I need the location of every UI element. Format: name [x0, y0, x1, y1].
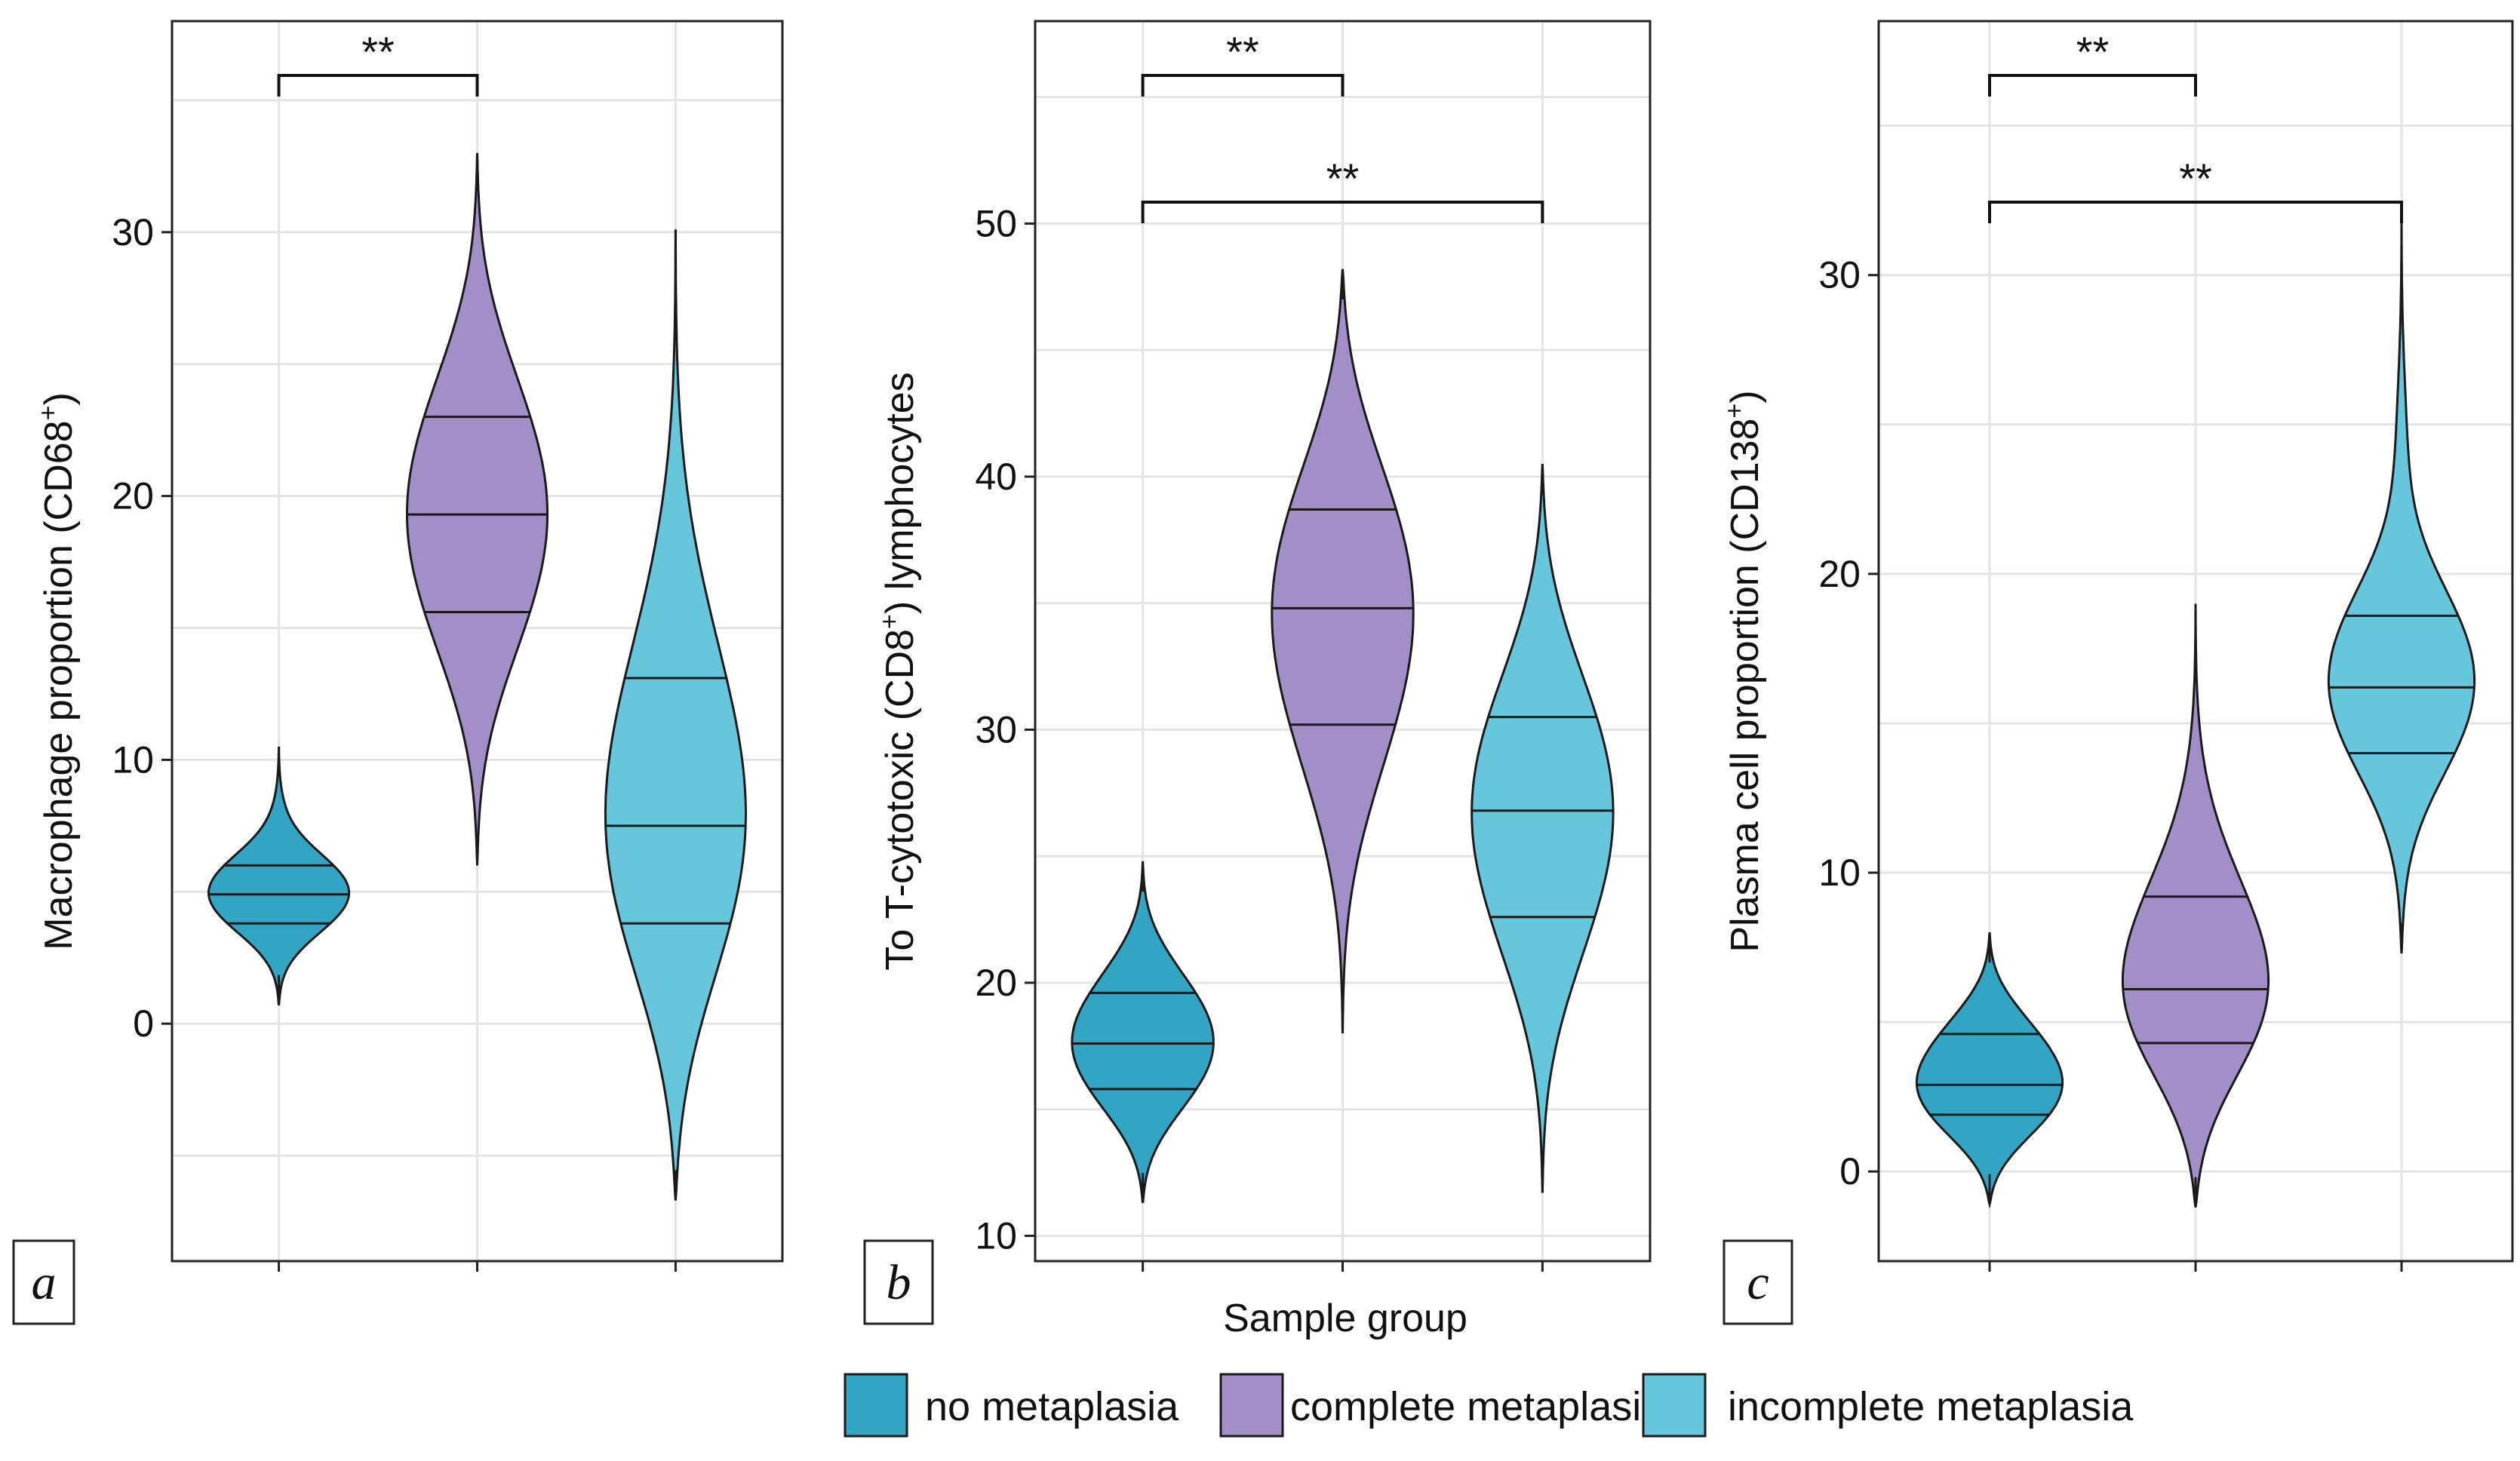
panel-c: 0 10 20 30 Plasma cell proportion (CD138+) **… [1720, 20, 2514, 1325]
y-tick-label: 0 [1839, 1150, 1861, 1192]
significance-label: ** [1226, 28, 1259, 75]
violin-complete-metaplasia [2121, 603, 2270, 1208]
significance-bracket-line [1988, 201, 2403, 223]
legend-label-no-metaplasia: no metaplasia [925, 1384, 1179, 1429]
significance-bracket: ** [1988, 28, 2197, 97]
legend-swatch-no-metaplasia [844, 1373, 908, 1438]
y-axis-title-superscript: + [34, 406, 63, 421]
significance-label: ** [2076, 28, 2110, 75]
y-tick-label: 0 [133, 1002, 154, 1045]
y-axis-title-main: Plasma cell proportion (CD138 [1723, 419, 1767, 953]
y-axis-title: To T-cytotoxic (CD8+) lymphocytes [875, 372, 922, 970]
violin-incomplete-metaplasia [2327, 218, 2476, 954]
violin-no-metaplasia [1071, 861, 1215, 1204]
y-tick-label: 20 [1818, 553, 1861, 595]
significance-bracket: ** [1988, 155, 2403, 223]
panel-letter-box [1723, 1239, 1793, 1325]
significance-bracket-line [1141, 74, 1345, 97]
violin-body-complete-metaplasia [406, 152, 549, 866]
panel-letter: c [1747, 1255, 1769, 1310]
violin-no-metaplasia [207, 746, 351, 1005]
significance-bracket: ** [1141, 28, 1345, 97]
y-axis-title-superscript: + [875, 614, 904, 629]
violin-body-complete-metaplasia [2121, 603, 2270, 1208]
y-tick-label: 30 [1818, 254, 1861, 296]
y-axis-title-tail: ) [37, 392, 81, 405]
y-axis-title-tail: ) lymphocytes [878, 372, 922, 614]
violin-complete-metaplasia [1271, 269, 1415, 1034]
y-tick-label: 30 [975, 708, 1017, 750]
legend-label-complete-metaplasia: complete metaplasia [1290, 1384, 1664, 1429]
significance-bracket-line [1988, 74, 2197, 97]
shared-x-axis-title: Sample group [1223, 1297, 1467, 1340]
y-axis-title-tail: ) [1723, 390, 1767, 403]
y-axis-title: Plasma cell proportion (CD138+) [1720, 390, 1767, 952]
violin-body-no-metaplasia [1915, 932, 2064, 1209]
violin-complete-metaplasia [406, 152, 549, 866]
panel-letter-box [863, 1239, 934, 1325]
violin-body-no-metaplasia [1071, 861, 1215, 1204]
violin-body-incomplete-metaplasia [1471, 464, 1615, 1193]
y-tick-label: 20 [975, 962, 1017, 1004]
legend-item-incomplete-metaplasia: incomplete metaplasia [1642, 1373, 2134, 1438]
violin-incomplete-metaplasia [604, 229, 748, 1201]
y-axis-title-main: To T-cytotoxic (CD8 [878, 629, 922, 971]
y-axis-title-main: Macrophage proportion (CD68 [37, 420, 81, 950]
violin-body-no-metaplasia [207, 746, 351, 1005]
legend-label-incomplete-metaplasia: incomplete metaplasia [1728, 1384, 2134, 1429]
panel-letter: b [887, 1255, 911, 1310]
significance-bracket: ** [277, 28, 479, 97]
significance-label: ** [1326, 155, 1360, 202]
significance-bracket: ** [1141, 155, 1544, 223]
legend-item-complete-metaplasia: complete metaplasia [1219, 1373, 1664, 1438]
y-tick-label: 20 [112, 475, 154, 517]
y-axis-title-superscript: + [1720, 404, 1749, 419]
violin-body-complete-metaplasia [1271, 269, 1415, 1034]
panel-a: 0 10 20 30 Macrophage proportion (CD68+) ** a [12, 20, 784, 1325]
violin-incomplete-metaplasia [1471, 464, 1615, 1193]
legend-swatch-complete-metaplasia [1219, 1373, 1284, 1438]
panel-letter-box [12, 1239, 75, 1325]
legend-item-no-metaplasia: no metaplasia [844, 1373, 1179, 1438]
legend: no metaplasia complete metaplasia incomp… [844, 1373, 2134, 1438]
significance-bracket-line [1141, 201, 1544, 223]
panel-letter: a [32, 1255, 57, 1310]
violin-no-metaplasia [1915, 932, 2064, 1209]
violin-body-incomplete-metaplasia [604, 229, 748, 1201]
violin-body-incomplete-metaplasia [2327, 218, 2476, 954]
y-tick-label: 40 [975, 456, 1017, 498]
significance-label: ** [2179, 155, 2212, 202]
legend-swatch-incomplete-metaplasia [1642, 1373, 1707, 1438]
y-tick-label: 30 [112, 211, 154, 253]
panel-b: 10 20 30 40 50 To T-cytotoxic (CD8+) lymphocy… [863, 20, 1652, 1325]
significance-label: ** [361, 28, 395, 75]
y-tick-label: 10 [975, 1214, 1017, 1257]
y-tick-label: 10 [112, 738, 154, 781]
significance-bracket-line [277, 74, 479, 97]
y-tick-label: 10 [1818, 852, 1861, 894]
y-tick-label: 50 [975, 202, 1017, 244]
y-axis-title: Macrophage proportion (CD68+) [34, 392, 81, 950]
